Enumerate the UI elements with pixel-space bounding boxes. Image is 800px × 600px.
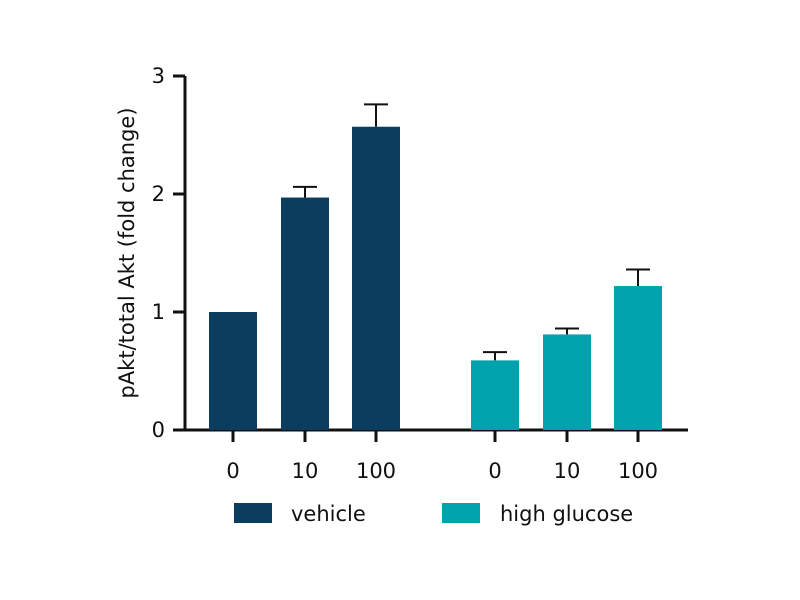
plot-area: 0 1 2 3 0 10 100 0 10 100	[152, 64, 688, 483]
x-tick-label: 100	[356, 459, 396, 483]
legend-swatch	[234, 503, 272, 523]
legend-label: vehicle	[291, 502, 366, 526]
x-tick-label: 0	[226, 459, 239, 483]
x-tick-label: 10	[292, 459, 319, 483]
bar	[543, 334, 591, 430]
x-tick-label: 0	[488, 459, 501, 483]
y-tick-label: 2	[152, 182, 165, 206]
legend-swatch	[442, 503, 480, 523]
x-tick-label: 10	[554, 459, 581, 483]
x-tick-label: 100	[618, 459, 658, 483]
y-tick-label: 1	[152, 300, 165, 324]
y-tick-label: 0	[152, 418, 165, 442]
legend-label: high glucose	[500, 502, 633, 526]
bar	[471, 360, 519, 430]
y-tick-label: 3	[152, 64, 165, 88]
legend: vehicle high glucose	[234, 502, 633, 526]
bar	[209, 312, 257, 430]
bar	[352, 126, 400, 431]
y-axis-title: pAkt/total Akt (fold change)	[115, 107, 139, 398]
bar	[614, 286, 662, 430]
bar	[281, 197, 329, 430]
